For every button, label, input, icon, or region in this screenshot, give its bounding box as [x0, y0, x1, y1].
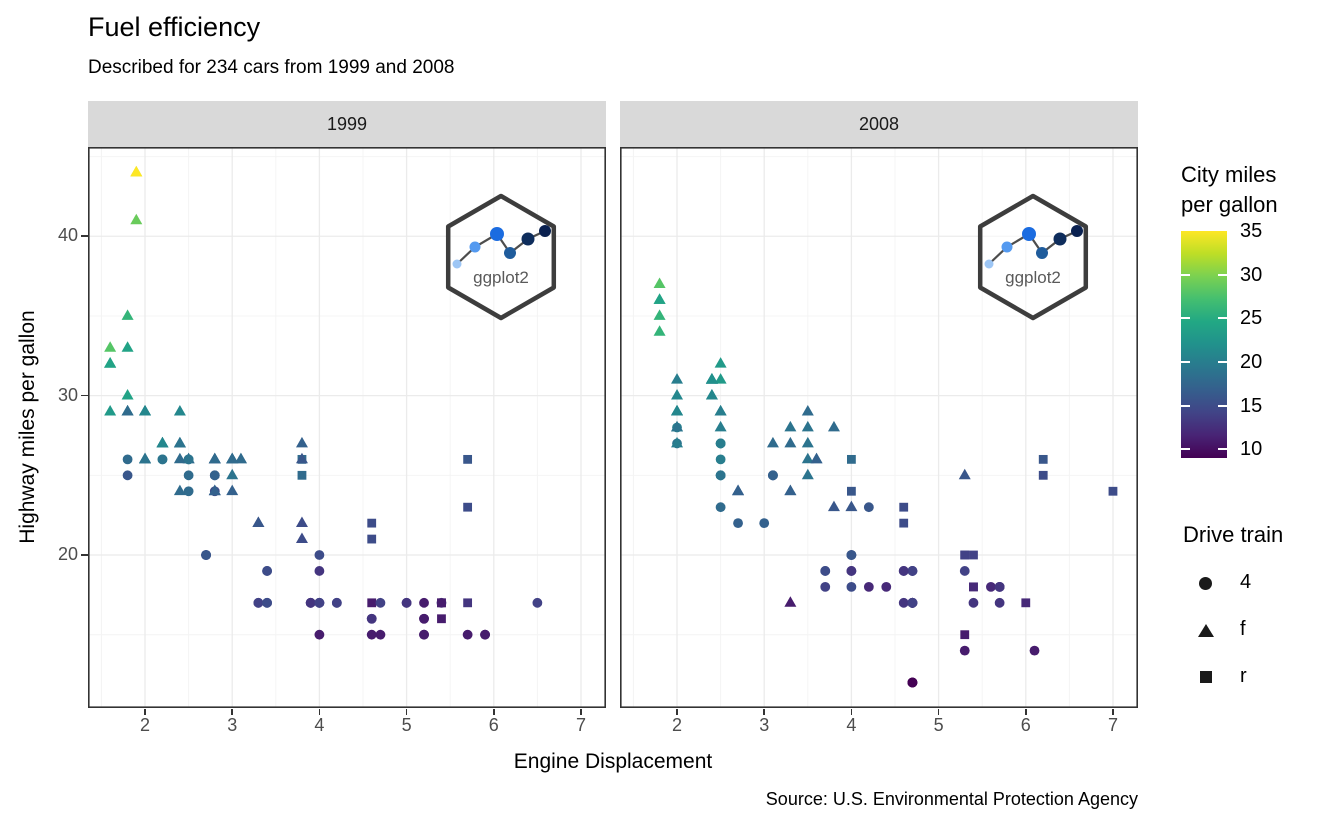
colorbar-tick	[1181, 317, 1190, 320]
x-tick-mark	[763, 709, 765, 715]
hexagon	[977, 193, 1089, 321]
x-tick-label: 3	[227, 715, 238, 735]
facet-strip-1999: 1999	[88, 101, 606, 147]
logo-point	[469, 241, 481, 253]
shape-legend-title: Drive train	[1183, 522, 1284, 547]
facet-strip-label: 1999	[326, 113, 368, 134]
x-tick-label: 4	[846, 715, 857, 735]
colorbar-tick	[1218, 317, 1227, 320]
legend-triangle-glyph	[1198, 623, 1214, 637]
colorbar-tick-label: 25	[1240, 307, 1263, 330]
points-layer	[104, 165, 543, 640]
colorbar-tick	[1218, 448, 1227, 451]
x-tick-mark	[580, 709, 582, 715]
colorbar-tick	[1181, 273, 1190, 276]
colorbar-tick	[1218, 404, 1227, 407]
x-tick-label: 6	[1020, 715, 1031, 735]
x-tick-mark	[231, 709, 233, 715]
legend-circle-glyph	[1199, 576, 1212, 590]
x-tick-label: 5	[933, 715, 944, 735]
chart-subtitle: Described for 234 cars from 1999 and 200…	[88, 57, 455, 78]
ggplot2-logo: ggplot2	[977, 193, 1089, 321]
y-tick-mark	[81, 394, 88, 397]
logo-point	[1071, 225, 1083, 237]
colorbar-title: City miles per gallon	[1181, 160, 1278, 220]
x-tick-mark	[1112, 709, 1114, 715]
x-tick-mark	[1024, 709, 1027, 715]
hexagon	[445, 193, 557, 321]
logo-point	[1053, 232, 1067, 246]
colorbar-title-line: per gallon	[1181, 192, 1278, 217]
x-tick-label: 5	[401, 715, 412, 735]
y-tick-mark	[81, 235, 88, 238]
colorbar-tick-label: 10	[1240, 438, 1263, 461]
colorbar-tick-label: 15	[1240, 394, 1263, 417]
y-tick-label: 40	[57, 225, 78, 246]
logo-point	[984, 259, 994, 269]
colorbar-tick	[1181, 360, 1190, 363]
colorbar-tick	[1218, 273, 1227, 276]
logo-point	[1022, 227, 1036, 241]
y-tick-label: 20	[57, 544, 78, 564]
x-tick-label: 7	[1107, 715, 1118, 735]
x-tick-label: 3	[759, 715, 770, 735]
colorbar-tick	[1218, 360, 1227, 363]
caption: Source: U.S. Environmental Protection Ag…	[765, 789, 1138, 809]
y-tick-label: 30	[57, 384, 78, 405]
shape-legend-entry-label: 4	[1240, 571, 1252, 593]
colorbar-tick-label: 35	[1240, 220, 1263, 242]
logo-point	[539, 225, 551, 237]
logo-point	[452, 259, 462, 269]
colorbar-tick	[1181, 448, 1190, 451]
logo-point	[490, 227, 504, 241]
scatter-panel-2008: ggplot2	[620, 147, 1138, 708]
x-tick-mark	[850, 709, 853, 715]
x-tick-mark	[492, 709, 495, 715]
x-tick-label: 7	[575, 715, 586, 735]
shape-legend-entry-label: f	[1240, 618, 1246, 640]
shape-legend-entry-label: r	[1240, 665, 1247, 687]
ggplot2-logo: ggplot2	[445, 193, 557, 321]
x-tick-label: 6	[488, 715, 499, 735]
colorbar-tick-label: 20	[1240, 350, 1263, 373]
colorbar-gradient	[1181, 231, 1227, 458]
logo-point	[1036, 247, 1048, 259]
colorbar-title-line: City miles	[1181, 162, 1277, 187]
facet-strip-2008: 2008	[620, 101, 1138, 147]
legend-square-glyph	[1200, 671, 1212, 683]
logo-point	[1001, 241, 1013, 253]
colorbar-tick-label: 30	[1240, 263, 1263, 286]
points-layer	[653, 277, 1118, 688]
logo-point	[504, 247, 516, 259]
scatter-panel-1999: ggplot2	[88, 147, 606, 708]
x-tick-mark	[937, 709, 940, 715]
y-tick-mark	[81, 554, 88, 556]
x-tick-label: 2	[672, 715, 683, 735]
panel-border	[620, 147, 1138, 708]
x-axis-title: Engine Displacement	[513, 750, 713, 773]
x-tick-label: 4	[314, 715, 325, 735]
facet-strip-label: 2008	[858, 113, 900, 134]
x-tick-mark	[405, 709, 408, 715]
logo-text: ggplot2	[473, 268, 529, 287]
panel-border	[88, 147, 606, 708]
x-tick-mark	[676, 709, 678, 715]
chart-title: Fuel efficiency	[88, 12, 261, 42]
colorbar-tick	[1181, 404, 1190, 407]
logo-text: ggplot2	[1005, 268, 1061, 287]
y-axis-title: Highway miles per gallon	[16, 310, 39, 544]
logo-point	[521, 232, 535, 246]
x-tick-label: 2	[140, 715, 151, 735]
x-tick-mark	[318, 709, 321, 715]
x-tick-mark	[144, 709, 146, 715]
